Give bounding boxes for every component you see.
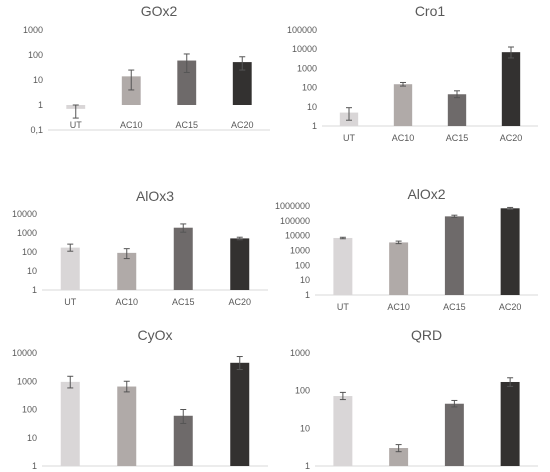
chart-title: QRD — [411, 327, 442, 343]
y-tick-label: 1000 — [290, 348, 310, 358]
y-tick-label: 10 — [300, 423, 310, 433]
bar-ac20 — [500, 208, 520, 295]
y-tick-label: 100 — [28, 50, 43, 60]
x-tick-label: AC10 — [387, 302, 410, 312]
y-tick-label: 10000 — [285, 231, 310, 241]
y-tick-label: 100 — [22, 247, 37, 257]
bar-ac15 — [444, 216, 464, 295]
y-tick-label: 1000 — [17, 376, 37, 386]
x-tick-label: AC20 — [500, 133, 523, 143]
y-tick-label: 10 — [27, 266, 37, 276]
bar-ac15 — [173, 415, 193, 466]
y-tick-label: 1 — [305, 290, 310, 300]
x-tick-label: AC10 — [120, 120, 143, 130]
bar-ac15 — [447, 94, 467, 126]
y-tick-label: 100 — [302, 83, 317, 93]
x-tick-label: UT — [337, 302, 349, 312]
y-tick-label: 100000 — [280, 216, 310, 226]
x-tick-label: AC10 — [115, 297, 138, 307]
x-tick-label: AC20 — [499, 302, 522, 312]
bar-ut — [60, 247, 80, 290]
bar-ac15 — [173, 227, 193, 290]
x-tick-label: AC15 — [446, 133, 469, 143]
y-tick-label: 10000 — [12, 209, 37, 219]
bar-ut — [60, 381, 80, 466]
y-tick-label: 10 — [307, 102, 317, 112]
y-tick-label: 1000 — [17, 228, 37, 238]
y-tick-label: 1000 — [290, 246, 310, 256]
chart-title: CyOx — [138, 327, 173, 343]
chart-panel-cro1: Cro1 1 10 100 1000 10000 100000 UT AC10 AC15 AC20 — [287, 3, 538, 143]
chart-panel-qrd: QRD1101001000UTAC10AC15AC20 — [290, 327, 538, 471]
chart-title: GOx2 — [141, 3, 178, 19]
bar-ac10 — [121, 76, 141, 105]
bar-ac20 — [501, 52, 521, 126]
y-tick-label: 100 — [295, 386, 310, 396]
y-tick-label: 10 — [33, 75, 43, 85]
bar-ac20 — [230, 362, 250, 466]
y-tick-label: 100 — [295, 260, 310, 270]
bar-ac10 — [117, 386, 137, 466]
bar-ac10 — [389, 448, 409, 466]
y-tick-label: 1000 — [297, 63, 317, 73]
y-tick-label: 10 — [27, 433, 37, 443]
x-tick-label: UT — [64, 297, 76, 307]
chart-panel-cyox: CyOx110100100010000UTAC10AC15AC20 — [12, 327, 268, 471]
y-tick-label: 10 — [300, 275, 310, 285]
bar-ac20 — [500, 381, 520, 466]
chart-panel-alox3: AlOx3 1 10 100 1000 10000 UT AC10 AC15 AC20 — [12, 188, 268, 307]
bar-ac20 — [232, 62, 252, 105]
y-tick-label: 10000 — [12, 348, 37, 358]
y-tick-label: 1 — [312, 121, 317, 131]
chart-title: AlOx3 — [136, 188, 174, 204]
x-tick-label: AC15 — [175, 120, 198, 130]
bar-ac15 — [177, 60, 197, 105]
y-tick-label: 1 — [32, 285, 37, 295]
y-tick-label: 100000 — [287, 25, 317, 35]
bar-ac15 — [444, 403, 464, 466]
y-tick-label: 1 — [38, 100, 43, 110]
x-tick-label: UT — [70, 120, 82, 130]
chart-panel-gox2: GOx2 0,1 1 10 100 1000 UT AC10 AC15 AC20 — [23, 3, 270, 135]
chart-title: AlOx2 — [407, 186, 445, 202]
y-tick-label: 1000000 — [275, 201, 310, 211]
y-tick-label: 100 — [22, 405, 37, 415]
bar-ac20 — [230, 238, 250, 290]
bar-ac10 — [389, 242, 409, 295]
bar-ut — [333, 396, 353, 466]
bar-ut — [333, 237, 353, 295]
y-tick-label: 1 — [305, 461, 310, 471]
chart-panel-alox2: AlOx2 1 10 100 1000 10000 100000 1000000 UT AC10 A… — [275, 186, 538, 312]
x-tick-label: AC20 — [228, 297, 251, 307]
x-tick-label: AC15 — [172, 297, 195, 307]
x-tick-label: AC10 — [392, 133, 415, 143]
x-tick-label: AC20 — [231, 120, 254, 130]
y-tick-label: 0,1 — [30, 125, 43, 135]
bar-ac10 — [117, 252, 137, 290]
chart-title: Cro1 — [415, 3, 446, 19]
bar-ac10 — [393, 84, 413, 126]
y-tick-label: 10000 — [292, 44, 317, 54]
x-tick-label: AC15 — [443, 302, 466, 312]
x-tick-label: UT — [343, 133, 355, 143]
y-tick-label: 1 — [32, 461, 37, 471]
y-tick-label: 1000 — [23, 25, 43, 35]
